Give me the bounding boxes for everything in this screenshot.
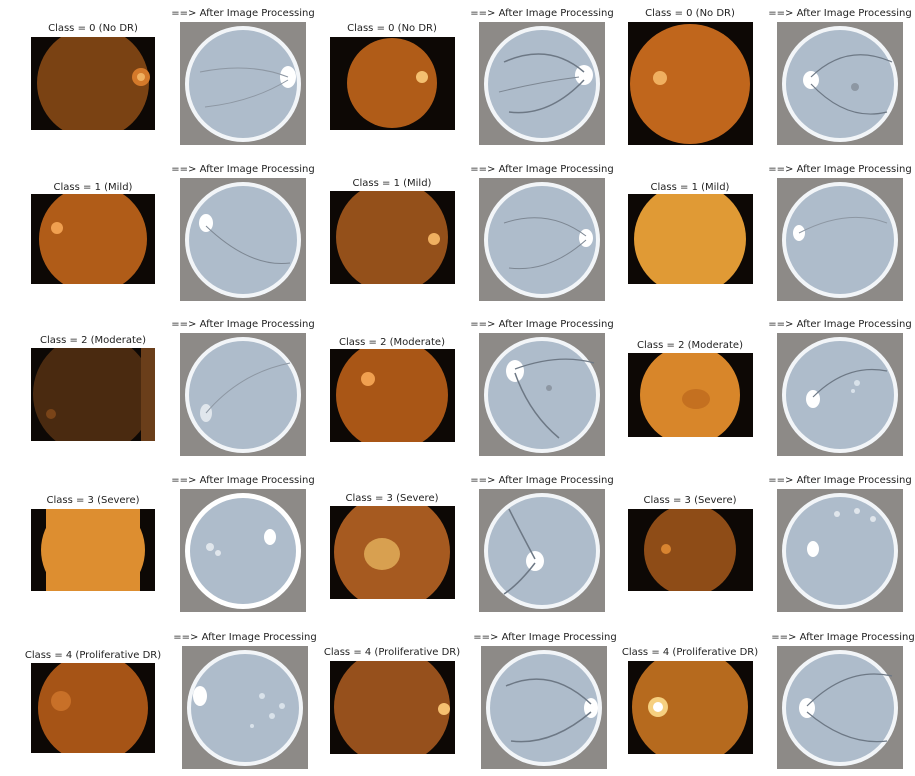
processed-fundus-image	[180, 333, 306, 456]
processed-fundus-image	[182, 646, 308, 769]
processed-caption: ==> After Image Processing	[768, 164, 912, 175]
raw-fundus-image	[330, 506, 455, 599]
raw-fundus-image	[628, 22, 753, 145]
class-caption: Class = 3 (Severe)	[643, 495, 737, 506]
class-caption: Class = 2 (Moderate)	[40, 335, 146, 346]
class-caption: Class = 1 (Mild)	[352, 178, 432, 189]
processed-fundus-image	[777, 489, 903, 612]
processed-caption: ==> After Image Processing	[470, 475, 614, 486]
processed-fundus-image	[777, 646, 903, 769]
raw-fundus-image	[330, 661, 455, 754]
processed-caption: ==> After Image Processing	[768, 319, 912, 330]
class-caption: Class = 4 (Proliferative DR)	[323, 647, 461, 658]
class-caption: Class = 2 (Moderate)	[339, 337, 445, 348]
processed-fundus-image	[479, 178, 605, 301]
class-caption: Class = 1 (Mild)	[53, 182, 133, 193]
class-caption: Class = 4 (Proliferative DR)	[621, 647, 759, 658]
class-caption: Class = 1 (Mild)	[650, 182, 730, 193]
processed-fundus-image	[180, 489, 306, 612]
raw-fundus-image	[31, 37, 155, 130]
class-caption: Class = 3 (Severe)	[345, 493, 439, 504]
raw-fundus-image	[628, 509, 753, 591]
processed-fundus-image	[777, 178, 903, 301]
processed-caption: ==> After Image Processing	[171, 319, 315, 330]
processed-fundus-image	[479, 489, 605, 612]
processed-caption: ==> After Image Processing	[171, 8, 315, 19]
class-caption: Class = 0 (No DR)	[48, 23, 138, 34]
processed-caption: ==> After Image Processing	[171, 475, 315, 486]
processed-fundus-image	[479, 22, 605, 145]
processed-fundus-image	[479, 333, 605, 456]
processed-fundus-image	[777, 22, 903, 145]
processed-fundus-image	[777, 333, 903, 456]
processed-caption: ==> After Image Processing	[173, 632, 317, 643]
raw-fundus-image	[31, 663, 155, 753]
processed-caption: ==> After Image Processing	[768, 8, 912, 19]
processed-fundus-image	[180, 178, 306, 301]
raw-fundus-image	[31, 509, 155, 591]
class-caption: Class = 0 (No DR)	[645, 8, 735, 19]
raw-fundus-image	[628, 661, 753, 754]
processed-fundus-image	[481, 646, 607, 769]
processed-caption: ==> After Image Processing	[171, 164, 315, 175]
processed-fundus-image	[180, 22, 306, 145]
class-caption: Class = 3 (Severe)	[46, 495, 140, 506]
processed-caption: ==> After Image Processing	[470, 319, 614, 330]
processed-caption: ==> After Image Processing	[768, 475, 912, 486]
class-caption: Class = 2 (Moderate)	[637, 340, 743, 351]
processed-caption: ==> After Image Processing	[473, 632, 617, 643]
raw-fundus-image	[330, 349, 455, 442]
processed-caption: ==> After Image Processing	[771, 632, 915, 643]
raw-fundus-image	[330, 37, 455, 130]
raw-fundus-image	[31, 37, 155, 130]
raw-fundus-image	[628, 353, 753, 437]
class-caption: Class = 0 (No DR)	[347, 23, 437, 34]
processed-caption: ==> After Image Processing	[470, 8, 614, 19]
raw-fundus-image	[628, 194, 753, 284]
raw-fundus-image	[31, 194, 155, 284]
raw-fundus-image	[31, 348, 155, 441]
raw-fundus-image	[330, 191, 455, 284]
class-caption: Class = 4 (Proliferative DR)	[24, 650, 162, 661]
processed-caption: ==> After Image Processing	[470, 164, 614, 175]
